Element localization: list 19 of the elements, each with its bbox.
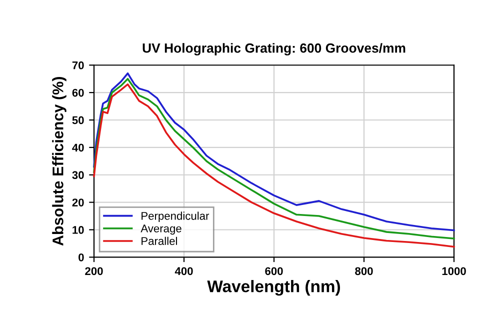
x-axis-title: Wavelength (nm): [207, 280, 340, 296]
y-tick-label: 50: [72, 116, 84, 124]
y-tick-label: 70: [72, 61, 84, 70]
x-tick-label: 800: [355, 267, 373, 276]
x-tick-label: 400: [174, 267, 193, 276]
chart-title: UV Holographic Grating: 600 Grooves/mm: [142, 43, 406, 56]
x-tick-label: 1000: [442, 267, 466, 276]
legend-label: Average: [140, 224, 182, 235]
legend-label: Perpendicular: [142, 212, 210, 222]
y-tick-label: 10: [72, 226, 84, 234]
x-tick-label: 600: [265, 267, 283, 276]
x-tick-label: 200: [85, 267, 103, 276]
legend-label: Parallel: [142, 236, 177, 245]
y-axis-title: Absolute Efficiency (%): [52, 77, 66, 246]
y-tick-label: 0: [78, 253, 84, 262]
y-tick-label: 20: [72, 198, 84, 206]
y-tick-label: 40: [72, 144, 84, 152]
y-tick-label: 60: [72, 88, 84, 97]
y-tick-label: 30: [72, 171, 84, 180]
